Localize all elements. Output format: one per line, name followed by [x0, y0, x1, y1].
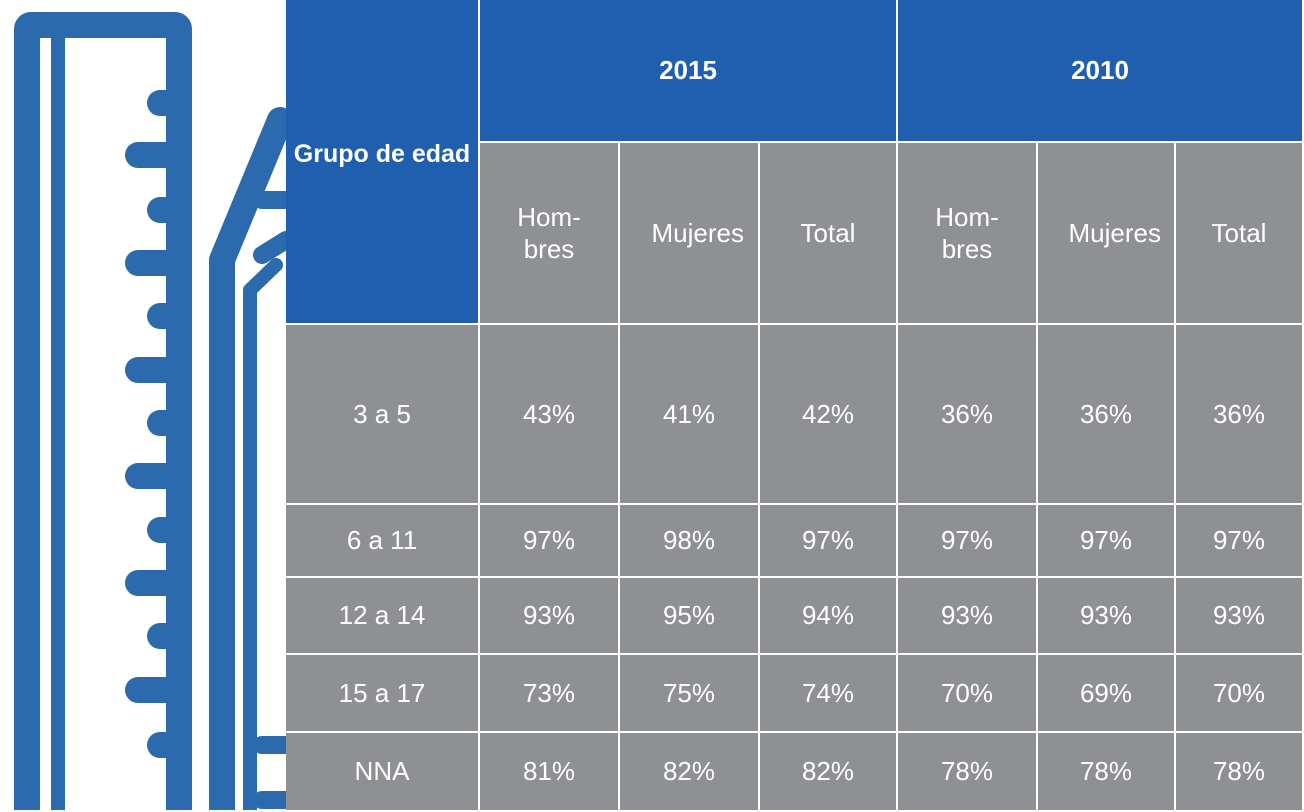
pencil-details: [253, 191, 290, 809]
value-cell-text: 78%: [1212, 756, 1266, 786]
value-cell-text: 69%: [1079, 677, 1133, 708]
row-label-text: 15 a 17: [338, 677, 426, 708]
value-cell-text: 94%: [801, 600, 855, 630]
year-header: 2010: [898, 0, 1304, 143]
row-label-text: 12 a 14: [338, 600, 426, 630]
value-cell: 98%: [620, 505, 760, 578]
pencil-inner: [243, 258, 283, 810]
row-label-text: 6 a 11: [346, 525, 418, 555]
value-cell: 78%: [1176, 733, 1304, 812]
value-cell: 94%: [760, 578, 898, 655]
value-cell: 42%: [760, 325, 898, 505]
value-cell-text: 36%: [1212, 398, 1266, 429]
value-cell-text: 97%: [522, 525, 576, 555]
column-header-text: Total: [1211, 217, 1267, 248]
value-cell-text: 93%: [1079, 600, 1133, 630]
column-header-text: Mujeres: [651, 217, 744, 248]
value-cell-text: 82%: [801, 756, 855, 786]
value-cell: 70%: [1176, 655, 1304, 733]
value-cell-text: 81%: [522, 756, 576, 786]
value-cell-text: 95%: [662, 600, 716, 630]
row-label-text: NNA: [354, 756, 410, 786]
value-cell: 69%: [1038, 655, 1176, 733]
value-cell-text: 98%: [662, 525, 716, 555]
value-cell-text: 97%: [1079, 525, 1133, 555]
column-header: Total: [1176, 143, 1304, 325]
value-cell: 97%: [1038, 505, 1176, 578]
value-cell-text: 93%: [522, 600, 576, 630]
value-cell: 36%: [898, 325, 1038, 505]
value-cell-text: 93%: [940, 600, 994, 630]
year-header-text: 2010: [1071, 55, 1129, 85]
value-cell: 75%: [620, 655, 760, 733]
year-header: 2015: [480, 0, 898, 143]
column-header-text: Mujeres: [1068, 217, 1161, 248]
row-label: NNA: [286, 733, 480, 812]
value-cell: 93%: [898, 578, 1038, 655]
value-cell: 74%: [760, 655, 898, 733]
ruler-ticks: [125, 90, 192, 758]
value-cell-text: 97%: [801, 525, 855, 555]
value-cell-text: 36%: [1079, 398, 1133, 429]
value-cell: 97%: [1176, 505, 1304, 578]
value-cell-text: 42%: [801, 398, 855, 429]
value-cell: 81%: [480, 733, 620, 812]
value-cell-text: 74%: [801, 677, 855, 708]
column-header: Total: [760, 143, 898, 325]
row-label: 6 a 11: [286, 505, 480, 578]
column-header: Hom-bres: [480, 143, 620, 325]
column-header-text: Total: [800, 217, 856, 248]
value-cell: 97%: [760, 505, 898, 578]
value-cell-text: 41%: [662, 398, 716, 429]
value-cell-text: 78%: [1079, 756, 1133, 786]
value-cell: 93%: [1176, 578, 1304, 655]
decor-icons: [14, 12, 290, 810]
value-cell: 36%: [1176, 325, 1304, 505]
value-cell-text: 93%: [1212, 600, 1266, 630]
value-cell: 73%: [480, 655, 620, 733]
value-cell: 93%: [480, 578, 620, 655]
column-header: Hom-bres: [898, 143, 1038, 325]
value-cell-text: 73%: [522, 677, 576, 708]
group-header-text: Grupo de edad: [293, 140, 471, 168]
value-cell: 78%: [898, 733, 1038, 812]
value-cell-text: 36%: [940, 398, 994, 429]
column-header: Mujeres: [1038, 143, 1176, 325]
row-label-text: 3 a 5: [353, 398, 411, 429]
value-cell-text: 97%: [940, 525, 994, 555]
value-cell: 93%: [1038, 578, 1176, 655]
value-cell-text: 97%: [1212, 525, 1266, 555]
group-header: Grupo de edad: [286, 0, 480, 325]
value-cell: 41%: [620, 325, 760, 505]
value-cell: 97%: [480, 505, 620, 578]
value-cell: 82%: [760, 733, 898, 812]
value-cell-text: 78%: [940, 756, 994, 786]
value-cell-text: 75%: [662, 677, 716, 708]
value-cell: 95%: [620, 578, 760, 655]
value-cell: 78%: [1038, 733, 1176, 812]
value-cell-text: 82%: [662, 756, 716, 786]
value-cell: 43%: [480, 325, 620, 505]
row-label: 15 a 17: [286, 655, 480, 733]
column-header-text: Hom-bres: [935, 201, 999, 265]
value-cell-text: 43%: [522, 398, 576, 429]
value-cell: 82%: [620, 733, 760, 812]
column-header: Mujeres: [620, 143, 760, 325]
value-cell: 70%: [898, 655, 1038, 733]
pencil-outline: [209, 107, 290, 810]
value-cell: 36%: [1038, 325, 1176, 505]
value-cell-text: 70%: [940, 677, 994, 708]
year-header-text: 2015: [659, 55, 717, 85]
column-header-text: Hom-bres: [517, 201, 581, 265]
row-label: 12 a 14: [286, 578, 480, 655]
row-label: 3 a 5: [286, 325, 480, 505]
value-cell: 97%: [898, 505, 1038, 578]
value-cell-text: 70%: [1212, 677, 1266, 708]
